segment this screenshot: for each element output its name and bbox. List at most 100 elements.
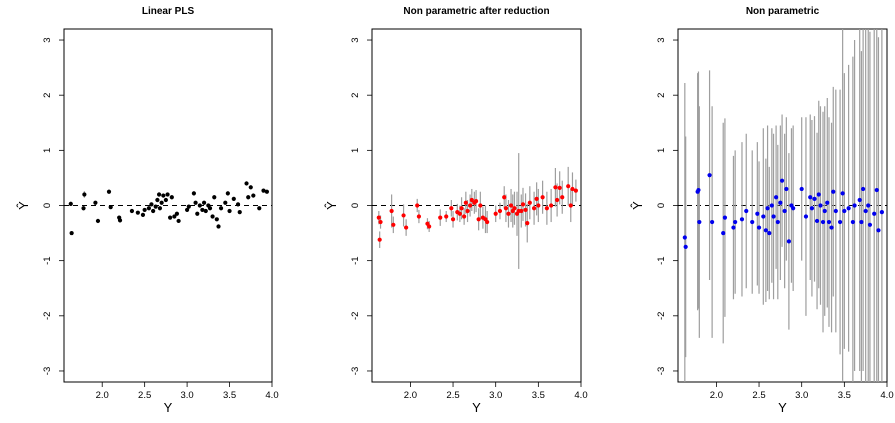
np-reduced-point — [438, 215, 443, 220]
np-point — [826, 219, 832, 225]
linear-pls-point — [197, 203, 202, 208]
np-reduced-point — [463, 200, 468, 205]
np-point — [697, 219, 702, 225]
np-point — [857, 197, 862, 203]
linear-pls-point — [186, 204, 191, 209]
linear-pls-point — [117, 218, 123, 223]
np-point — [769, 203, 774, 208]
linear-pls-y-tick-label: -1 — [42, 256, 53, 264]
linear-pls-point — [251, 193, 256, 198]
np-point — [755, 211, 760, 216]
np-reduced-x-axis-label: Y — [472, 400, 481, 415]
linear-pls-point — [156, 192, 162, 197]
np-reduced-y-tick-label: 0 — [350, 203, 361, 208]
linear-pls-point — [93, 200, 98, 205]
np-reduced-point — [462, 214, 467, 219]
linear-pls-point — [153, 204, 158, 209]
np-point — [771, 214, 776, 219]
linear-pls-point — [203, 208, 208, 214]
linear-pls-point — [201, 200, 207, 205]
np-x-tick-label: 3.0 — [795, 390, 808, 401]
np-point — [756, 225, 762, 230]
linear-pls-point — [146, 206, 151, 211]
linear-pls-point — [142, 207, 147, 213]
np-point — [799, 186, 804, 192]
np-point — [825, 200, 830, 205]
linear-pls-panel: Linear PLS 2.0 2.5 3.0 3.5 4.0 -3 -2 -1 0 1 2 3 Y Ŷ — [16, 6, 279, 415]
linear-pls-point — [223, 200, 228, 205]
linear-pls-x-tick-label: 4.0 — [265, 390, 278, 401]
np-point — [683, 244, 688, 249]
np-reduced-point — [544, 206, 549, 211]
np-point — [846, 206, 851, 211]
np-point — [731, 225, 736, 230]
np-reduced-point — [519, 208, 524, 214]
linear-pls-point — [235, 202, 241, 207]
linear-pls-point — [237, 210, 242, 215]
np-point — [733, 219, 738, 225]
np-point — [782, 208, 787, 214]
linear-pls-point — [106, 189, 112, 194]
np-reduced-point — [450, 217, 456, 222]
linear-pls-point — [108, 205, 113, 210]
linear-pls-point — [225, 191, 230, 196]
np-reduced-point — [506, 211, 511, 216]
np-point — [831, 189, 836, 194]
np-point — [763, 228, 768, 233]
np-reduced-point — [553, 185, 558, 190]
np-point — [820, 219, 826, 225]
np-reduced-title: Non parametric after reduction — [403, 6, 549, 17]
np-reduced-y-tick-label: -1 — [350, 256, 361, 264]
np-reduced-y-tick-label: -3 — [350, 367, 361, 375]
linear-pls-point — [168, 215, 173, 220]
np-reduced-point — [523, 207, 528, 213]
np-point — [872, 211, 877, 216]
np-x-tick-label: 4.0 — [880, 390, 893, 401]
np-reduced-y-tick-label: 2 — [350, 93, 361, 98]
np-reduced-point — [527, 200, 532, 205]
linear-pls-x-axis-label: Y — [164, 400, 173, 415]
np-reduced-point — [512, 206, 517, 211]
np-point — [784, 186, 789, 192]
np-point — [779, 178, 785, 183]
linear-pls-point — [248, 185, 253, 190]
linear-pls-point — [69, 230, 74, 236]
linear-pls-point — [129, 208, 135, 214]
np-point — [840, 191, 845, 196]
linear-pls-point — [200, 207, 205, 213]
np-reduced-point — [444, 214, 449, 219]
np-reduced-point — [493, 211, 498, 216]
np-panel: Non parametric 2.0 2.5 3.0 3.5 4.0 -3 -2 -1 0 1 2 3 Y… — [630, 6, 894, 415]
np-point — [809, 206, 815, 211]
np-point — [876, 228, 881, 233]
linear-pls-point — [157, 206, 163, 211]
linear-pls-point — [81, 206, 86, 211]
np-reduced-point — [568, 203, 573, 208]
linear-pls-point — [210, 214, 215, 219]
np-reduced-point — [508, 203, 514, 208]
linear-pls-point — [161, 193, 166, 198]
linear-pls-point — [68, 201, 73, 206]
linear-pls-point — [227, 208, 232, 214]
linear-pls-point — [163, 197, 168, 203]
np-reduced-point — [503, 206, 509, 211]
np-reduced-point — [473, 198, 479, 204]
np-point — [814, 218, 820, 224]
np-x-tick-label: 3.5 — [838, 390, 851, 401]
np-reduced-point — [468, 203, 473, 208]
np-reduced-point — [570, 186, 575, 192]
linear-pls-point — [140, 212, 146, 217]
np-reduced-point — [557, 185, 562, 190]
np-point — [722, 215, 728, 220]
linear-pls-y-tick-label: 1 — [42, 148, 53, 153]
linear-pls-point — [155, 197, 160, 203]
np-point — [765, 206, 770, 211]
np-reduced-y-tick-label: 1 — [350, 148, 361, 153]
np-point — [803, 214, 809, 219]
np-point — [744, 208, 749, 214]
np-y-tick-label: 3 — [656, 37, 667, 42]
linear-pls-point — [261, 188, 266, 193]
np-reduced-point — [573, 188, 578, 193]
np-reduced-point — [427, 224, 432, 229]
